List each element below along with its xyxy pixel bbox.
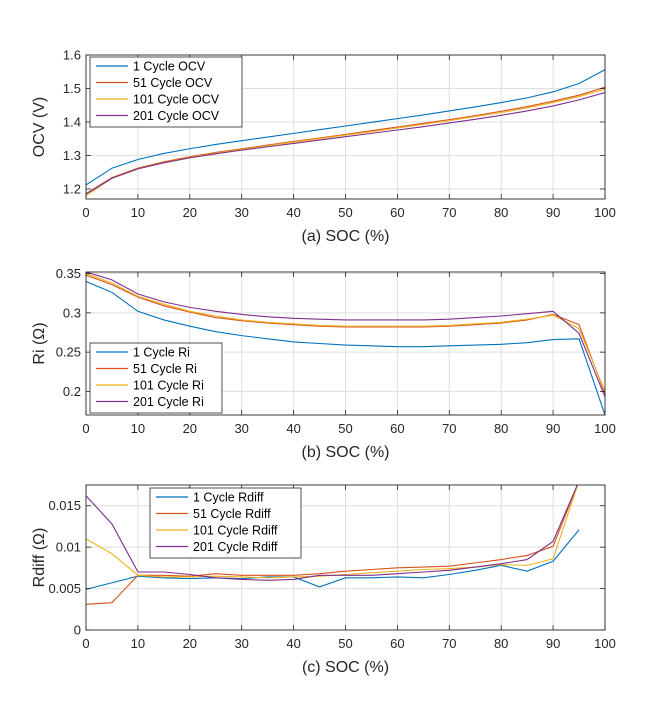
legend: 1 Cycle Rdiff 51 Cycle Rdiff 101 Cycle Rdi… — [149, 487, 302, 559]
x-tick-label: 80 — [494, 205, 508, 220]
series-line-0 — [86, 280, 605, 415]
x-tick-label: 40 — [286, 205, 300, 220]
legend-label: 51 Cycle Ri — [133, 362, 197, 376]
legend-label: 201 Cycle Ri — [133, 395, 204, 409]
legend-label: 101 Cycle Ri — [133, 379, 204, 393]
x-tick-label: 60 — [390, 205, 404, 220]
x-tick-label: 100 — [594, 636, 616, 651]
legend-label: 201 Cycle OCV — [133, 109, 220, 123]
chart-panel-2: 0 10 20 30 40 50 60 70 80 90 100 0 0.005 0.01 0.015 (c)… — [31, 484, 616, 676]
y-tick-label: 0.015 — [48, 498, 81, 513]
legend: 1 Cycle Ri 51 Cycle Ri 101 Cycle Ri 201 Cyc… — [89, 342, 223, 414]
y-tick-label: 1.4 — [63, 114, 81, 129]
x-tick-label: 10 — [131, 421, 145, 436]
x-tick-label: 80 — [494, 421, 508, 436]
y-axis-label: Ri (Ω) — [31, 322, 48, 364]
series-line-2 — [86, 273, 605, 392]
x-axis-label: (b) SOC (%) — [302, 444, 390, 461]
x-tick-label: 20 — [183, 636, 197, 651]
legend-label: 201 Cycle Rdiff — [193, 540, 278, 554]
y-tick-label: 1.2 — [63, 181, 81, 196]
x-axis-label: (a) SOC (%) — [302, 228, 390, 245]
x-tick-label: 30 — [234, 421, 248, 436]
y-tick-label: 1.5 — [63, 81, 81, 96]
x-tick-label: 10 — [131, 205, 145, 220]
x-tick-label: 60 — [390, 636, 404, 651]
chart-panel-1: 0 10 20 30 40 50 60 70 80 90 100 0.2 0.25 0.3 0.35 (b) … — [31, 266, 616, 461]
x-axis-label: (c) SOC (%) — [302, 659, 389, 676]
x-tick-label: 20 — [183, 205, 197, 220]
x-tick-label: 60 — [390, 421, 404, 436]
x-tick-label: 0 — [82, 205, 89, 220]
x-tick-label: 50 — [338, 636, 352, 651]
y-tick-label: 1.6 — [63, 48, 81, 63]
x-tick-label: 90 — [546, 421, 560, 436]
y-tick-label: 0 — [74, 623, 81, 638]
legend-label: 101 Cycle OCV — [133, 93, 220, 107]
series-line-3 — [86, 272, 605, 398]
chart-panel-0: 0 10 20 30 40 50 60 70 80 90 100 1.2 1.3 1.4 1.5 1.6 (a)… — [31, 48, 616, 246]
x-tick-label: 50 — [338, 421, 352, 436]
legend-label: 1 Cycle OCV — [133, 60, 206, 74]
x-tick-label: 70 — [442, 636, 456, 651]
legend-label: 1 Cycle Rdiff — [193, 491, 264, 505]
y-axis-label: Rdiff (Ω) — [31, 528, 48, 588]
x-tick-label: 90 — [546, 205, 560, 220]
legend-label: 51 Cycle Rdiff — [193, 507, 271, 521]
y-tick-label: 0.01 — [56, 540, 81, 555]
x-tick-label: 40 — [286, 421, 300, 436]
x-tick-label: 0 — [82, 421, 89, 436]
series-line-3 — [86, 485, 578, 581]
y-axis-label: OCV (V) — [31, 97, 48, 157]
x-tick-label: 20 — [183, 421, 197, 436]
legend-label: 1 Cycle Ri — [133, 346, 190, 360]
y-tick-label: 0.2 — [63, 384, 81, 399]
y-tick-label: 0.005 — [48, 581, 81, 596]
x-tick-label: 10 — [131, 636, 145, 651]
y-tick-label: 0.3 — [63, 305, 81, 320]
legend: 1 Cycle OCV 51 Cycle OCV 101 Cycle OCV 201 … — [89, 56, 243, 128]
x-tick-label: 0 — [82, 636, 89, 651]
series-line-0 — [86, 529, 580, 590]
series-line-1 — [86, 485, 579, 605]
x-tick-label: 30 — [234, 205, 248, 220]
x-tick-label: 80 — [494, 636, 508, 651]
x-tick-label: 100 — [594, 205, 616, 220]
x-tick-label: 70 — [442, 421, 456, 436]
y-tick-label: 0.25 — [56, 345, 81, 360]
series-line-1 — [86, 274, 605, 394]
series-line-3 — [86, 91, 605, 195]
x-tick-label: 50 — [338, 205, 352, 220]
series-line-1 — [86, 86, 605, 195]
x-tick-label: 70 — [442, 205, 456, 220]
x-tick-label: 30 — [234, 636, 248, 651]
x-tick-label: 90 — [546, 636, 560, 651]
y-tick-label: 0.35 — [56, 266, 81, 281]
y-tick-label: 1.3 — [63, 148, 81, 163]
x-tick-label: 40 — [286, 636, 300, 651]
x-tick-label: 100 — [594, 421, 616, 436]
legend-label: 51 Cycle OCV — [133, 76, 213, 90]
legend-label: 101 Cycle Rdiff — [193, 524, 278, 538]
series-line-0 — [86, 69, 605, 186]
